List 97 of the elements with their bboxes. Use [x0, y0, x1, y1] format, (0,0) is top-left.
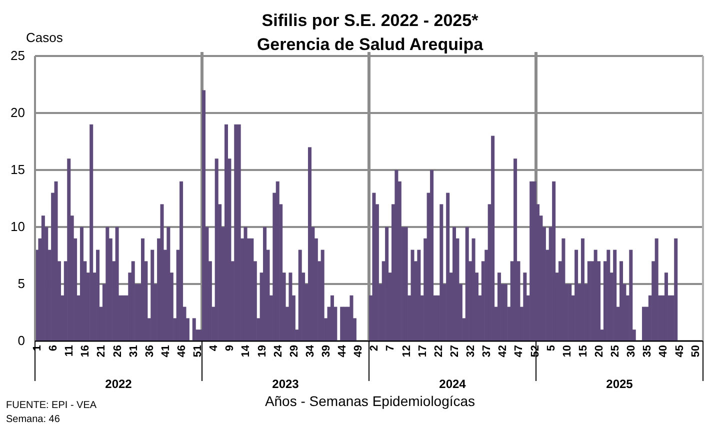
- x-tick-label: 16: [80, 345, 92, 358]
- x-tick-label: 41: [160, 345, 172, 358]
- bar: [192, 318, 196, 341]
- bar: [150, 250, 154, 341]
- x-tick-label: 7: [384, 345, 397, 352]
- x-tick-label: 31: [128, 345, 140, 358]
- bar: [288, 272, 292, 341]
- bar: [166, 227, 170, 341]
- x-tick-label: 42: [497, 345, 510, 358]
- x-tick-label: 11: [64, 345, 76, 357]
- text: 2022: [105, 377, 132, 391]
- bar: [417, 250, 421, 341]
- bar: [629, 250, 633, 341]
- bar: [446, 192, 450, 341]
- bar: [523, 272, 527, 341]
- x-axis-title: Años - Semanas Epidemiologícas: [264, 393, 476, 409]
- x-tick-label: 34: [304, 344, 316, 358]
- bar: [340, 306, 344, 341]
- bar: [385, 227, 389, 341]
- x-tick-label: 6: [48, 345, 60, 352]
- bar: [530, 181, 534, 341]
- x-tick-label: 15: [577, 345, 590, 358]
- bar: [440, 204, 444, 341]
- bar: [237, 124, 241, 341]
- x-tick-label: 17: [416, 345, 429, 358]
- x-tick-label: 29: [288, 345, 300, 358]
- x-tick-label: 5: [545, 345, 558, 352]
- x-tick-label: 22: [432, 345, 445, 358]
- bar: [372, 192, 376, 341]
- y-tick-label: 20: [10, 105, 25, 120]
- bar: [430, 170, 434, 341]
- bar: [472, 238, 476, 341]
- bar: [574, 250, 578, 341]
- bar: [562, 238, 566, 341]
- x-tick-label: 9: [224, 345, 236, 352]
- x-tick-label: 2: [368, 345, 381, 352]
- x-tick-label: 27: [448, 345, 461, 358]
- x-tick-label: 30: [626, 345, 638, 358]
- x-tick-label: 44: [336, 344, 349, 358]
- source-note: FUENTE: EPI - VEA: [6, 400, 97, 411]
- bar: [491, 136, 495, 341]
- bar: [514, 158, 518, 341]
- y-tick-label: 25: [10, 48, 25, 64]
- bar: [664, 272, 668, 341]
- y-tick-label: 15: [10, 162, 25, 178]
- text: Semana: 46: [6, 414, 60, 425]
- bar: [106, 227, 110, 341]
- x-tick-label: 14: [240, 344, 252, 358]
- bar: [654, 238, 658, 341]
- x-tick-label: 25: [610, 345, 622, 358]
- x-tick-label: 32: [465, 345, 478, 358]
- x-tick-label: 12: [400, 345, 413, 358]
- bar: [320, 250, 324, 341]
- x-tick-label: 46: [176, 345, 188, 358]
- x-tick-label: 49: [352, 345, 365, 358]
- chart-title: Sifilis por S.E. 2022 - 2025*: [262, 11, 479, 30]
- x-tick-label: 45: [674, 345, 686, 358]
- bar: [160, 204, 164, 341]
- x-tick-label: 40: [658, 345, 670, 358]
- x-tick-label: 47: [513, 345, 526, 358]
- bar: [67, 158, 71, 341]
- y-tick-label: 5: [18, 276, 25, 292]
- bar: [350, 295, 354, 341]
- y-axis-title: Casos: [26, 30, 64, 45]
- x-tick-label: 51: [192, 345, 204, 358]
- bar: [115, 227, 119, 341]
- x-tick-label: 10: [561, 345, 574, 358]
- x-tick-label: 35: [642, 345, 654, 358]
- bar: [580, 238, 584, 341]
- x-tick-label: 20: [593, 345, 606, 358]
- bar: [674, 238, 678, 341]
- x-tick-label: 19: [256, 345, 268, 358]
- bar: [613, 250, 617, 341]
- x-tick-label: 21: [96, 345, 108, 358]
- y-tick-label: 0: [18, 333, 25, 348]
- x-tick-label: 4: [208, 344, 220, 352]
- bar: [504, 284, 508, 341]
- x-tick-label: 50: [690, 345, 702, 358]
- chart-subtitle: Gerencia de Salud Arequipa: [256, 35, 484, 54]
- text: 2023: [272, 377, 300, 391]
- x-tick-label: 37: [481, 345, 494, 358]
- x-tick-label: 26: [112, 345, 124, 358]
- bar: [202, 90, 206, 341]
- x-tick-label: 39: [320, 345, 332, 358]
- text: 2025: [606, 377, 634, 391]
- x-tick-label: 24: [272, 344, 284, 358]
- bar: [54, 181, 58, 341]
- bar: [90, 124, 94, 341]
- bar: [552, 181, 556, 341]
- bar: [234, 124, 238, 341]
- bar: [96, 250, 100, 341]
- text: 2024: [439, 377, 466, 391]
- x-tick-label: 36: [144, 345, 156, 358]
- y-tick-label: 10: [10, 219, 25, 234]
- bar: [180, 181, 184, 341]
- bar: [404, 227, 408, 341]
- bar: [308, 147, 312, 341]
